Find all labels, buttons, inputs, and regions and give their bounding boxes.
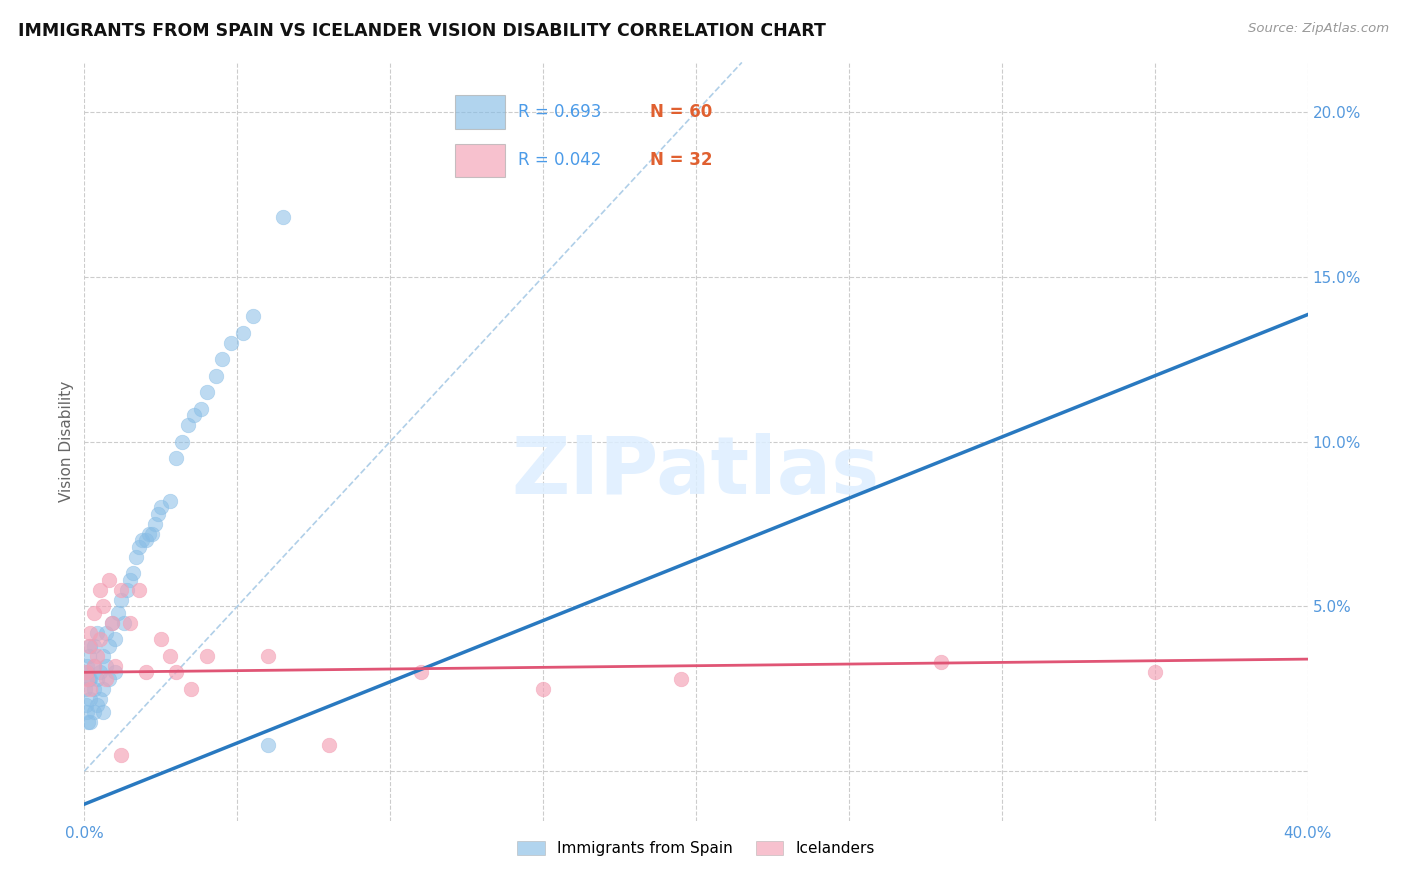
Point bbox=[83, 681, 105, 696]
Point bbox=[104, 658, 127, 673]
Point bbox=[177, 418, 200, 433]
Point bbox=[76, 705, 98, 719]
Point bbox=[101, 615, 124, 630]
Point bbox=[143, 516, 166, 531]
Point bbox=[86, 698, 108, 713]
Point bbox=[83, 606, 105, 620]
Point bbox=[138, 526, 160, 541]
Point bbox=[135, 665, 157, 680]
Point bbox=[79, 691, 101, 706]
Point bbox=[122, 566, 145, 581]
Point bbox=[89, 582, 111, 597]
Point bbox=[75, 698, 97, 713]
Point bbox=[125, 549, 148, 564]
Point bbox=[195, 385, 218, 400]
Point bbox=[112, 615, 135, 630]
Point bbox=[86, 648, 108, 663]
Point bbox=[409, 665, 432, 680]
Point bbox=[76, 672, 98, 686]
Point bbox=[79, 639, 101, 653]
Point bbox=[149, 500, 172, 515]
Point bbox=[77, 672, 100, 686]
Point bbox=[75, 665, 97, 680]
Point bbox=[86, 672, 108, 686]
Point bbox=[205, 368, 228, 383]
Text: IMMIGRANTS FROM SPAIN VS ICELANDER VISION DISABILITY CORRELATION CHART: IMMIGRANTS FROM SPAIN VS ICELANDER VISIO… bbox=[18, 22, 827, 40]
Point bbox=[172, 434, 194, 449]
Point bbox=[77, 714, 100, 729]
Point bbox=[86, 625, 108, 640]
Point bbox=[211, 352, 233, 367]
Point bbox=[257, 738, 280, 752]
Point bbox=[159, 648, 181, 663]
Point bbox=[149, 632, 172, 647]
Point bbox=[89, 691, 111, 706]
Point bbox=[180, 681, 202, 696]
Point bbox=[97, 639, 120, 653]
Point bbox=[104, 665, 127, 680]
Text: Source: ZipAtlas.com: Source: ZipAtlas.com bbox=[1249, 22, 1389, 36]
Point bbox=[1143, 665, 1166, 680]
Point bbox=[104, 632, 127, 647]
Point bbox=[79, 681, 101, 696]
Point bbox=[89, 665, 111, 680]
Point bbox=[79, 672, 101, 686]
Point bbox=[135, 533, 157, 548]
Point bbox=[165, 665, 187, 680]
Point bbox=[91, 705, 114, 719]
Point bbox=[107, 606, 129, 620]
Point bbox=[128, 582, 150, 597]
Point bbox=[531, 681, 554, 696]
Point bbox=[141, 526, 163, 541]
Point bbox=[115, 582, 138, 597]
Point bbox=[232, 326, 254, 340]
Point bbox=[242, 310, 264, 324]
Point bbox=[195, 648, 218, 663]
Point bbox=[131, 533, 153, 548]
Point bbox=[77, 639, 100, 653]
Point bbox=[97, 672, 120, 686]
Point bbox=[76, 665, 98, 680]
Point bbox=[91, 648, 114, 663]
Point bbox=[83, 639, 105, 653]
Text: ZIPatlas: ZIPatlas bbox=[512, 433, 880, 511]
Point bbox=[318, 738, 340, 752]
Point bbox=[79, 714, 101, 729]
Point bbox=[101, 615, 124, 630]
Point bbox=[79, 625, 101, 640]
Point bbox=[128, 540, 150, 554]
Point bbox=[110, 747, 132, 762]
Point bbox=[669, 672, 692, 686]
Point bbox=[91, 599, 114, 614]
Y-axis label: Vision Disability: Vision Disability bbox=[59, 381, 75, 502]
Point bbox=[83, 658, 105, 673]
Point bbox=[271, 211, 294, 225]
Point bbox=[97, 573, 120, 587]
Point bbox=[83, 658, 105, 673]
Point bbox=[190, 401, 212, 416]
Point bbox=[183, 408, 205, 422]
Point bbox=[219, 335, 242, 350]
Point bbox=[929, 656, 952, 670]
Point bbox=[94, 625, 117, 640]
Point bbox=[120, 573, 142, 587]
Point bbox=[120, 615, 142, 630]
Point bbox=[257, 648, 280, 663]
Point bbox=[89, 632, 111, 647]
Point bbox=[146, 507, 169, 521]
Point bbox=[94, 672, 117, 686]
Point bbox=[83, 705, 105, 719]
Legend: Immigrants from Spain, Icelanders: Immigrants from Spain, Icelanders bbox=[512, 835, 880, 863]
Point bbox=[159, 494, 181, 508]
Point bbox=[76, 658, 98, 673]
Point bbox=[75, 681, 97, 696]
Point bbox=[91, 681, 114, 696]
Point bbox=[110, 592, 132, 607]
Point bbox=[165, 450, 187, 465]
Point bbox=[110, 582, 132, 597]
Point bbox=[77, 648, 100, 663]
Point bbox=[94, 658, 117, 673]
